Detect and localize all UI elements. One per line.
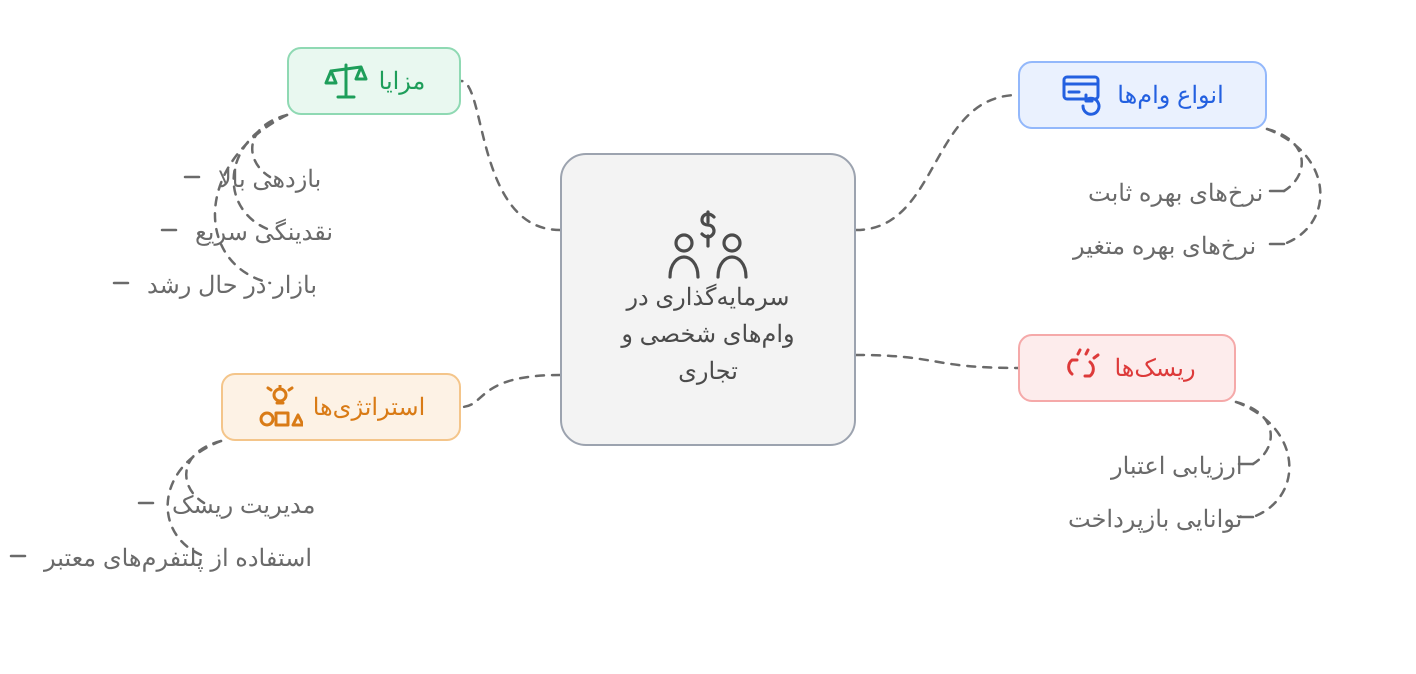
branch-loan-types: انواع وام‌ها (1018, 61, 1267, 129)
broken-link-icon (1058, 348, 1104, 388)
branch-label: انواع وام‌ها (1117, 81, 1224, 110)
leaf-text: نرخ‌های بهره ثابت (1088, 179, 1263, 208)
card-sync-icon (1061, 74, 1107, 116)
branch-label: استراتژی‌ها (313, 393, 426, 422)
leaf-text: استفاده از پلتفرم‌های معتبر (44, 544, 312, 573)
leaf-text: توانایی بازپرداخت (1068, 505, 1242, 534)
leaf-text: بازدهی بالا (218, 165, 321, 194)
branch-label: ریسک‌ها (1114, 354, 1195, 383)
branch-label: مزایا (379, 67, 426, 96)
branch-strategies: استراتژی‌ها (221, 373, 461, 441)
leaf-text: مدیریت ریسک (172, 491, 315, 520)
shapes-bulb-icon (257, 385, 303, 429)
branch-advantages: مزایا (287, 47, 461, 115)
center-title: سرمایه‌گذاری در وام‌های شخصی و تجاری (598, 279, 818, 391)
leaf-text: نرخ‌های بهره متغیر (1073, 232, 1256, 261)
mindmap-canvas: سرمایه‌گذاری در وام‌های شخصی و تجاری انو… (0, 0, 1416, 674)
branch-risks: ریسک‌ها (1018, 334, 1236, 402)
leaf-text: ارزیابی اعتبار (1111, 452, 1243, 481)
scale-icon (323, 61, 369, 101)
center-node: سرمایه‌گذاری در وام‌های شخصی و تجاری (560, 153, 856, 446)
leaf-text: نقدینگی سریع (195, 218, 333, 247)
leaf-text: بازار در حال رشد (147, 271, 317, 300)
people-dollar-icon (660, 209, 756, 279)
